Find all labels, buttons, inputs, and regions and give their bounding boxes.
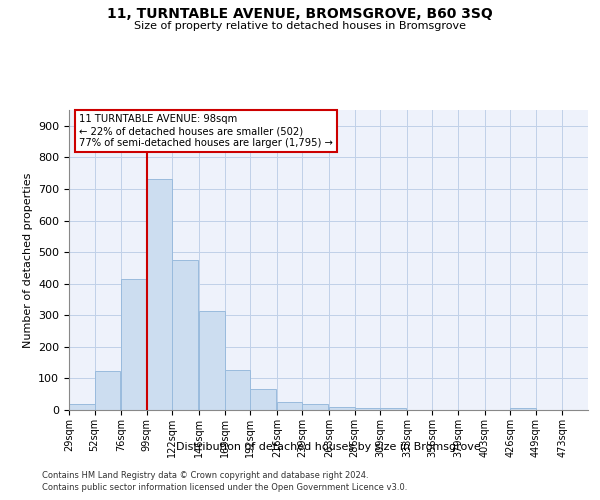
Bar xyxy=(95,372,120,410)
Bar xyxy=(302,404,328,410)
Bar xyxy=(121,279,147,410)
Y-axis label: Number of detached properties: Number of detached properties xyxy=(23,172,32,348)
Bar xyxy=(199,311,224,410)
Text: 11, TURNTABLE AVENUE, BROMSGROVE, B60 3SQ: 11, TURNTABLE AVENUE, BROMSGROVE, B60 3S… xyxy=(107,8,493,22)
Bar xyxy=(380,408,406,410)
Text: 11 TURNTABLE AVENUE: 98sqm
← 22% of detached houses are smaller (502)
77% of sem: 11 TURNTABLE AVENUE: 98sqm ← 22% of deta… xyxy=(79,114,333,148)
Text: Size of property relative to detached houses in Bromsgrove: Size of property relative to detached ho… xyxy=(134,21,466,31)
Bar xyxy=(250,390,276,410)
Bar xyxy=(355,408,380,410)
Bar xyxy=(147,180,172,410)
Bar xyxy=(277,402,302,410)
Bar xyxy=(329,407,355,410)
Bar xyxy=(224,370,250,410)
Text: Distribution of detached houses by size in Bromsgrove: Distribution of detached houses by size … xyxy=(176,442,481,452)
Text: Contains HM Land Registry data © Crown copyright and database right 2024.: Contains HM Land Registry data © Crown c… xyxy=(42,471,368,480)
Text: Contains public sector information licensed under the Open Government Licence v3: Contains public sector information licen… xyxy=(42,484,407,492)
Bar xyxy=(172,260,198,410)
Bar xyxy=(69,404,95,410)
Bar xyxy=(510,408,536,410)
